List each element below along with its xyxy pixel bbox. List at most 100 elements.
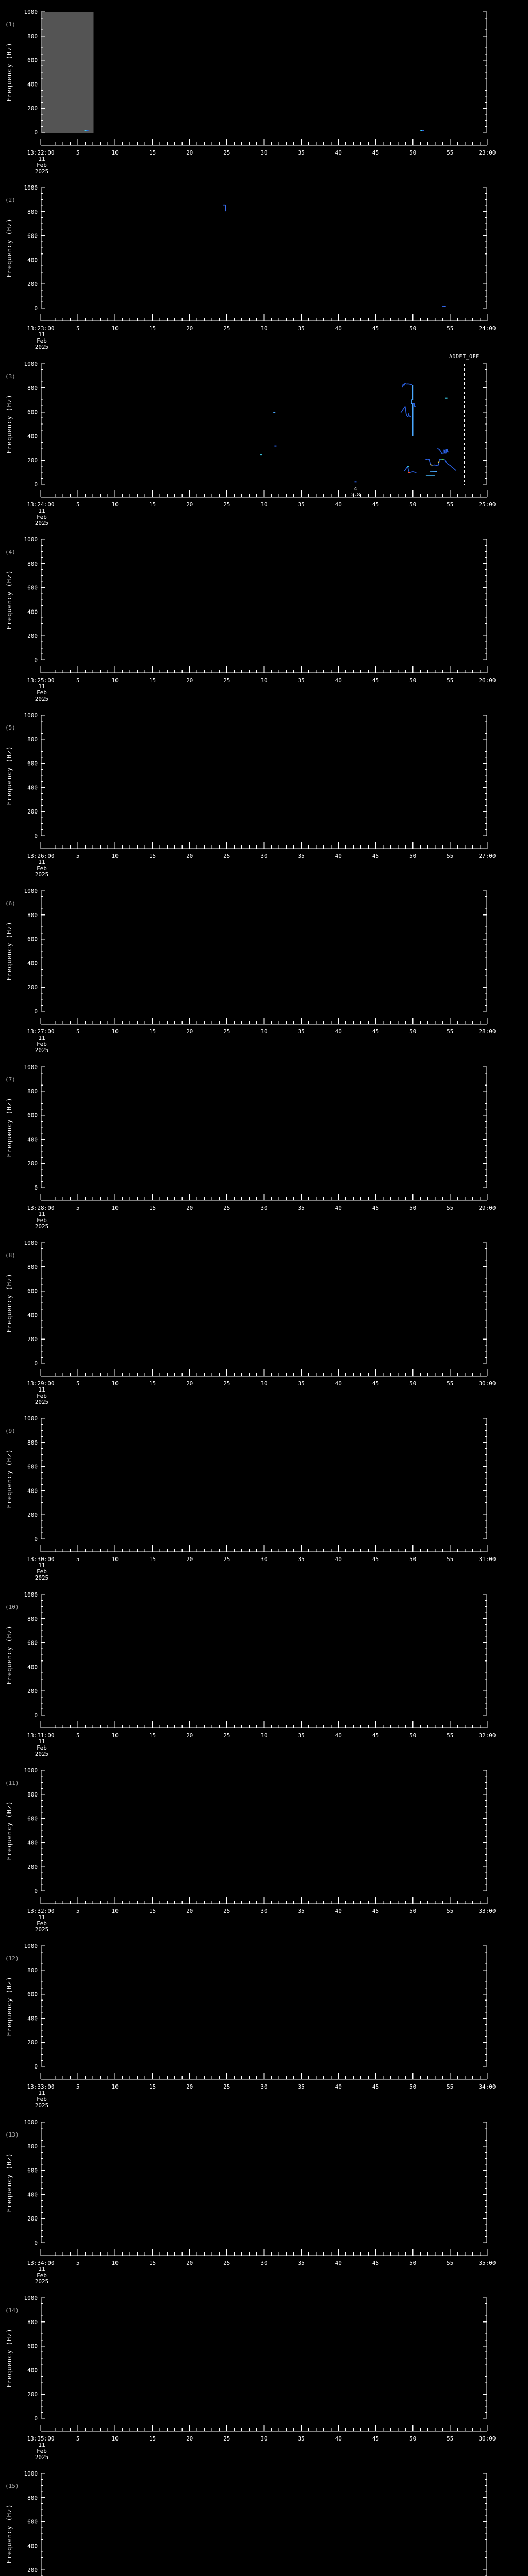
x-tick-label: 25 [223,1380,230,1387]
x-tick-label: 13:31:00 [27,1732,55,1739]
y-axis-title: Frequency (Hz) [6,745,13,805]
y-axis-right [483,363,487,485]
x-tick-label: 40 [335,853,342,859]
x-tick-label: 40 [335,501,342,508]
y-tick-label: 1000 [24,2470,38,2477]
date-line: 2025 [35,1926,49,1933]
y-axis-left [41,2297,45,2419]
x-tick-label: 10 [112,149,119,156]
detection-mark [441,459,444,460]
x-tick-label: 5 [76,1732,80,1739]
x-tick-label: 20 [186,2083,193,2090]
x-axis [40,1721,488,1728]
date-line: Feb [37,514,47,520]
x-tick-label: 13:32:00 [27,1908,55,1914]
y-tick-label: 400 [27,960,38,967]
x-tick-label: 5 [76,1205,80,1211]
date-line: Feb [37,1393,47,1399]
x-axis [40,314,488,321]
y-tick-label: 400 [27,2015,38,2022]
x-tick-label: 15 [149,1908,156,1914]
x-tick-label: 27:00 [478,853,496,859]
y-tick-label: 400 [27,1839,38,1846]
y-tick-label: 200 [27,633,38,639]
y-tick-label: 200 [27,2215,38,2222]
date-line: 2025 [35,1574,49,1581]
x-tick-label: 50 [409,2083,416,2090]
date-line: 2025 [35,520,49,527]
x-tick-label: 50 [409,1908,416,1914]
y-tick-label: 600 [27,2343,38,2350]
panel-number: (10) [5,1604,19,1611]
detection-mark [407,466,409,468]
y-axis-title: Frequency (Hz) [6,1449,13,1508]
x-tick-label: 30 [260,677,267,684]
date-line: 11 [38,683,45,690]
x-tick-label: 10 [112,1556,119,1563]
x-tick-label: 20 [186,2435,193,2442]
date-line: 11 [38,1738,45,1745]
x-tick-label: 20 [186,1205,193,1211]
date-line: 2025 [35,2102,49,2109]
x-tick-label: 45 [372,2435,379,2442]
y-tick-label: 0 [34,1008,38,1015]
y-axis-left [41,2122,45,2243]
date-line: 2025 [35,2278,49,2285]
panel-number: (13) [5,2131,19,2138]
x-tick-label: 30 [260,2083,267,2090]
x-tick-label: 20 [186,677,193,684]
y-tick-label: 400 [27,257,38,263]
y-tick-label: 1000 [24,1943,38,1950]
y-tick-label: 600 [27,760,38,767]
x-tick-label: 45 [372,677,379,684]
x-tick-label: 30 [260,1380,267,1387]
x-tick-label: 10 [112,2435,119,2442]
x-tick-label: 50 [409,1205,416,1211]
date-line: 11 [38,1386,45,1393]
x-tick-label: 30 [260,501,267,508]
y-axis-title: Frequency (Hz) [6,2504,13,2563]
y-tick-label: 400 [27,2367,38,2374]
y-axis-title: Frequency (Hz) [6,1097,13,1157]
x-tick-label: 25 [223,1556,230,1563]
y-axis-title: Frequency (Hz) [6,1976,13,2036]
x-tick-label: 50 [409,677,416,684]
y-tick-label: 600 [27,1288,38,1295]
x-tick-label: 45 [372,1028,379,1035]
detection-mark [443,306,446,307]
x-tick-label: 40 [335,2260,342,2266]
y-tick-label: 600 [27,1464,38,1470]
x-tick-label: 13:27:00 [27,1028,55,1035]
x-tick-label: 50 [409,1028,416,1035]
x-axis [40,2425,488,2432]
y-axis-left [41,1594,45,1716]
y-axis-right [483,1066,487,1188]
y-axis-right [483,2297,487,2419]
date-line: 11 [38,507,45,514]
detection-mark [84,130,87,131]
y-tick-label: 600 [27,1640,38,1647]
y-axis-left [41,1066,45,1188]
y-tick-label: 800 [27,736,38,743]
x-tick-label: 25 [223,677,230,684]
x-tick-label: 35 [298,1028,305,1035]
x-tick-label: 20 [186,1028,193,1035]
y-tick-label: 600 [27,585,38,591]
panel-number: (8) [5,1252,15,1259]
x-tick-label: 45 [372,149,379,156]
x-tick-label: 13:33:00 [27,2083,55,2090]
y-tick-label: 200 [27,1863,38,1870]
x-tick-label: 20 [186,325,193,332]
x-tick-label: 35 [298,325,305,332]
spectrogram-panel-15: 0200400600800100013:36:00510152025303540… [5,2470,487,2576]
date-line: 11 [38,859,45,866]
x-tick-label: 20 [186,1556,193,1563]
x-tick-label: 15 [149,149,156,156]
detection-trace [223,204,226,212]
date-line: 2025 [35,1399,49,1405]
x-tick-label: 10 [112,501,119,508]
